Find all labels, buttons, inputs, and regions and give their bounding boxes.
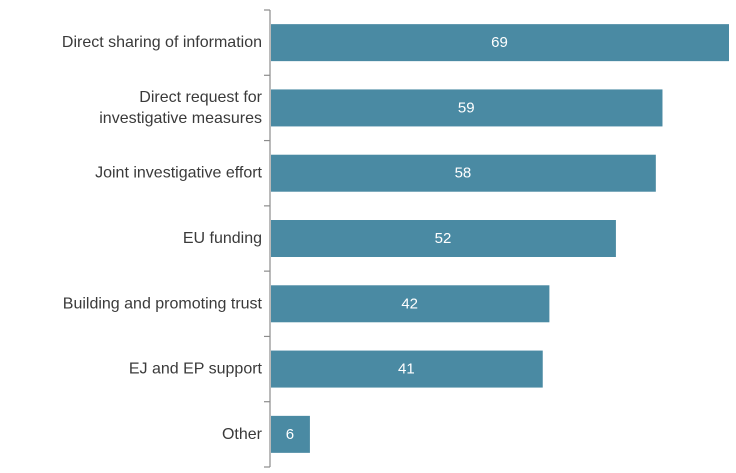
value-labels: 69 59 58 52 42 41 6 — [286, 34, 508, 443]
bar — [271, 89, 663, 127]
category-label: EJ and EP support — [129, 361, 263, 378]
category-label: Direct request for investigative measures — [99, 89, 262, 127]
data-label: 58 — [455, 165, 472, 182]
category-label-line: EU funding — [183, 230, 262, 247]
data-label: 52 — [435, 230, 452, 247]
data-label: 42 — [401, 295, 418, 312]
data-label: 69 — [491, 34, 508, 51]
bars — [271, 24, 729, 453]
bar — [271, 154, 656, 192]
category-label-line: Building and promoting trust — [63, 295, 263, 312]
bar — [271, 220, 616, 257]
bar — [271, 285, 550, 323]
category-axis — [264, 9, 271, 468]
category-label: Building and promoting trust — [63, 295, 263, 312]
category-label-line: Joint investigative effort — [95, 165, 262, 182]
category-label: EU funding — [183, 230, 262, 247]
bar — [271, 24, 729, 62]
category-label: Direct sharing of information — [62, 34, 262, 51]
category-labels: Direct sharing of information Direct requ… — [62, 34, 263, 443]
bar — [271, 415, 310, 453]
category-label-line: Direct request for — [139, 89, 262, 106]
data-label: 59 — [458, 99, 475, 116]
category-label: Other — [222, 426, 263, 443]
category-label-line: Other — [222, 426, 263, 443]
category-label-line: EJ and EP support — [129, 361, 263, 378]
category-label-line: Direct sharing of information — [62, 34, 262, 51]
data-label: 6 — [286, 426, 294, 443]
data-label: 41 — [398, 361, 415, 378]
bar — [271, 350, 543, 388]
category-label: Joint investigative effort — [95, 165, 262, 182]
category-label-line: investigative measures — [99, 110, 262, 127]
